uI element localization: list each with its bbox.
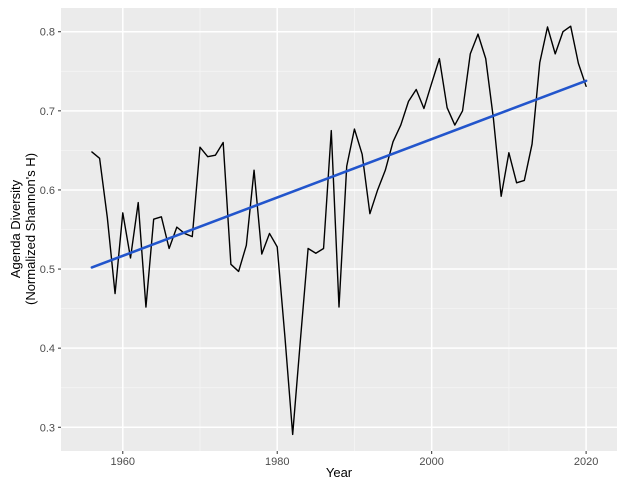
x-tick-label: 1960: [111, 456, 135, 468]
x-tick-label: 1980: [265, 456, 289, 468]
y-tick-label: 0.3: [40, 422, 55, 434]
y-tick-label: 0.6: [40, 185, 55, 197]
series-layer: [90, 25, 588, 436]
y-tick-label: 0.7: [40, 106, 55, 118]
x-axis-title: Year: [326, 465, 353, 480]
x-tick-label: 2020: [574, 456, 598, 468]
grid-minor: [61, 8, 617, 451]
grid-major: [61, 8, 617, 451]
y-axis: 0.3 0.4 0.5 0.6 0.7 0.8: [40, 27, 61, 434]
y-tick-label: 0.5: [40, 264, 55, 276]
y-axis-title-line-1: Agenda Diversity: [8, 179, 23, 278]
trend-line: [90, 79, 588, 269]
diversity-line: [91, 25, 587, 436]
x-axis: 1960 1980 2000 2020: [111, 451, 598, 468]
y-axis-title-line-2: (Normalized Shannon's H): [23, 153, 38, 305]
y-tick-label: 0.8: [40, 27, 55, 39]
x-tick-label: 2000: [419, 456, 443, 468]
y-tick-label: 0.4: [40, 343, 55, 355]
